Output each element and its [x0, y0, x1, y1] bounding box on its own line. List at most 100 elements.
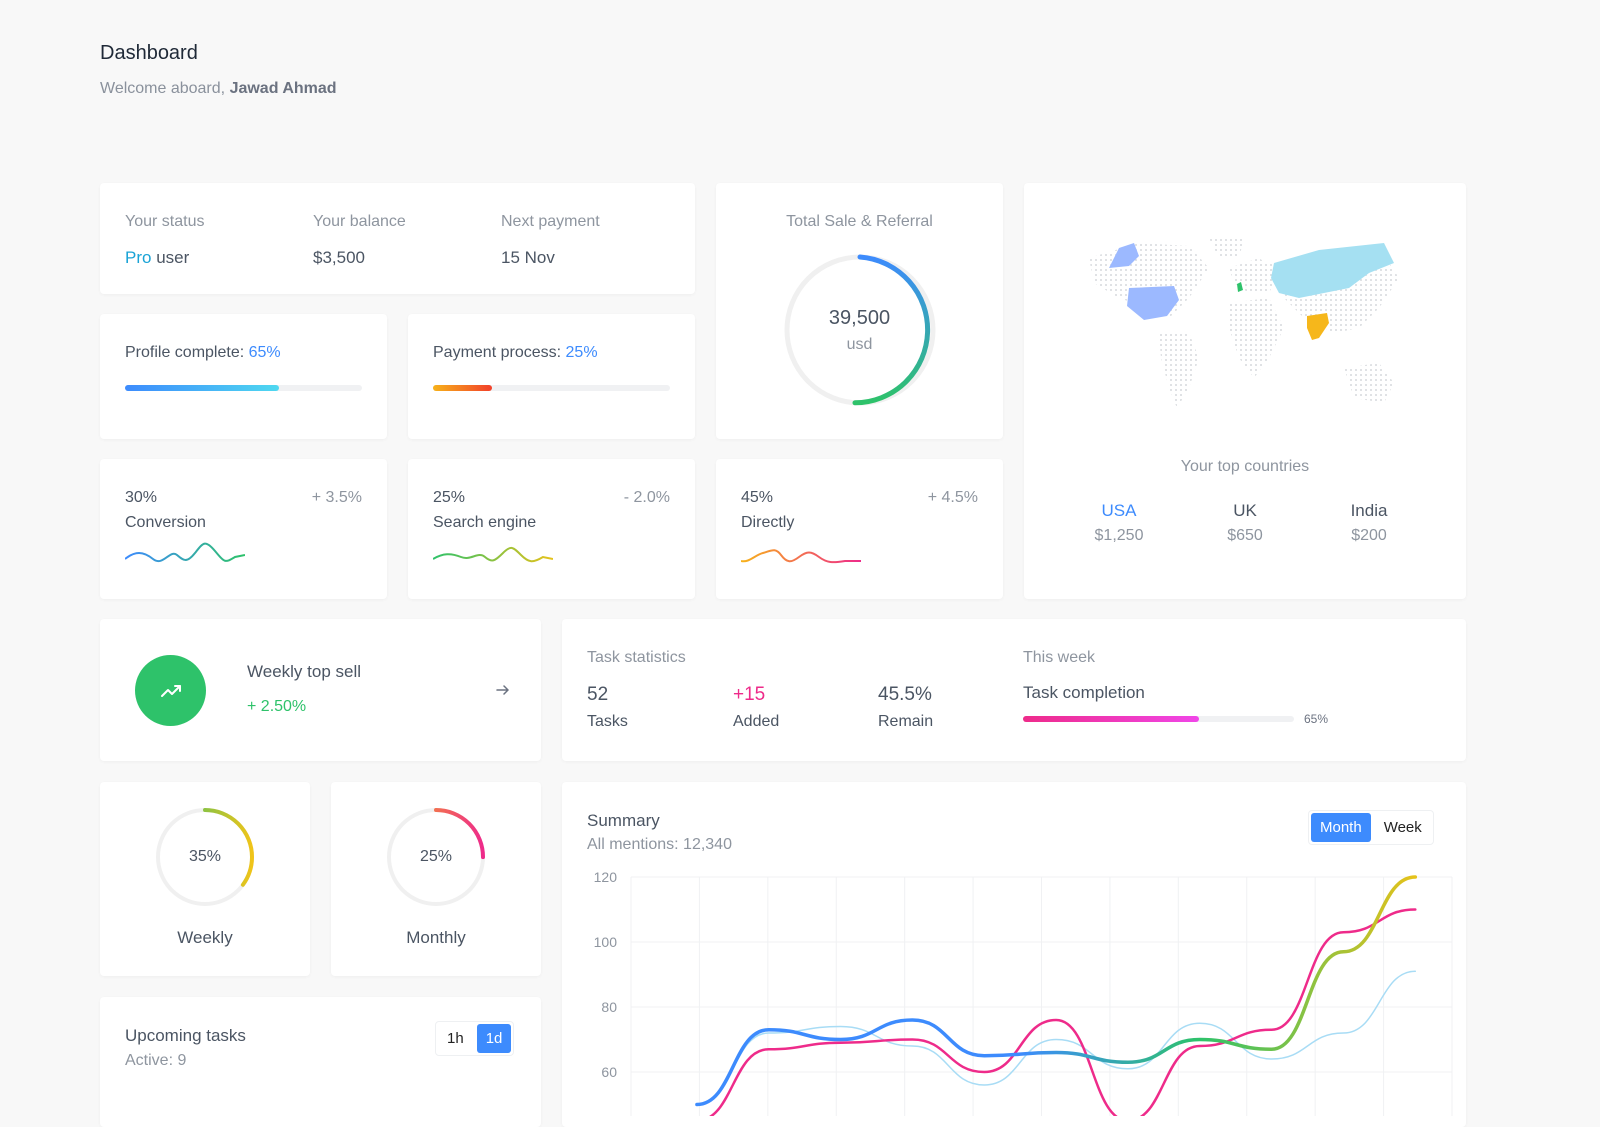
task-statistics-card: Task statistics 52 Tasks +15 Added 45.5%… [562, 619, 1466, 761]
balance-value: $3,500 [313, 248, 365, 267]
country-name: UK [1233, 501, 1257, 520]
weekly-top-change: + 2.50% [247, 698, 307, 715]
added-value: +15 [733, 684, 766, 705]
chart-y-tick-label: 100 [594, 934, 618, 950]
stat-name: Directly [741, 514, 795, 531]
total-sale-title: Total Sale & Referral [786, 213, 933, 230]
total-sale-value: 39,500 [828, 307, 891, 329]
trend-icon-circle [135, 655, 206, 726]
week-button[interactable]: Week [1383, 819, 1422, 836]
country-usa: USA $1,250 [1074, 501, 1164, 545]
payment-process-label: Payment process: [433, 344, 562, 361]
weekly-top-sell-card[interactable]: Weekly top sell + 2.50% [100, 619, 541, 761]
stat-name: Conversion [125, 514, 206, 531]
upcoming-title: Upcoming tasks [125, 1026, 246, 1045]
profile-label-row: Profile complete: 65% [125, 344, 281, 362]
task-completion-value: 65% [1304, 712, 1329, 726]
range-1d-button[interactable]: 1d [476, 1024, 512, 1053]
task-stats-title: Task statistics [587, 649, 686, 666]
country-value: $200 [1351, 527, 1387, 544]
profile-progress-fill [125, 385, 280, 391]
sparkline-search [433, 547, 553, 563]
ring-arc [156, 808, 254, 906]
monthly-ring-value: 25% [419, 848, 453, 865]
status-pro: Pro [125, 248, 152, 267]
status-label: Your status [125, 213, 205, 230]
profile-value: 65% [248, 344, 281, 361]
map-russia [1271, 243, 1394, 298]
monthly-ring [387, 808, 485, 906]
profile-progress [125, 385, 362, 391]
profile-label: Profile complete: [125, 344, 245, 361]
weekly-ring-label: Weekly [177, 928, 233, 947]
country-name: India [1350, 501, 1388, 520]
task-completion-label: Task completion [1023, 683, 1145, 702]
remain-label: Remain [878, 713, 934, 730]
payment-process-card: Payment process: 25% [408, 314, 695, 439]
summary-title: Summary [587, 811, 660, 830]
total-sale-card: Total Sale & Referral 39,500 usd [716, 183, 1003, 439]
payment-progress [433, 385, 670, 391]
world-map [1089, 238, 1399, 408]
status-value: Pro user [125, 248, 189, 268]
map-usa [1127, 286, 1179, 320]
country-value: $650 [1227, 527, 1263, 544]
month-button[interactable]: Month [1311, 813, 1371, 842]
stat-name: Search engine [433, 514, 537, 531]
summary-card: Summary All mentions: 12,340 Month Week … [562, 782, 1466, 1127]
payment-process-row: Payment process: 25% [433, 344, 598, 362]
payment-value: 15 Nov [501, 248, 555, 267]
tasks-value: 52 [587, 684, 609, 705]
upcoming-active: Active: 9 [125, 1052, 187, 1069]
map-india [1307, 313, 1329, 340]
weekly-ring [156, 808, 254, 906]
monthly-ring-card: 25% Monthly [331, 782, 541, 976]
chart-y-ticks: 120 100 80 60 [594, 869, 618, 1080]
sparkline-conversion [125, 542, 245, 562]
stat-percent: 30% [125, 489, 158, 506]
range-1h-button[interactable]: 1h [447, 1030, 464, 1047]
task-completion-progress [1023, 716, 1294, 722]
tasks-label: Tasks [587, 713, 628, 730]
countries-card: Your top countries USA $1,250 UK $650 In… [1024, 183, 1466, 599]
chart-y-tick-label: 60 [601, 1064, 617, 1080]
country-uk: UK $650 [1200, 501, 1290, 545]
weekly-ring-card: 35% Weekly [100, 782, 310, 976]
stat-percent: 25% [433, 489, 466, 506]
welcome-prefix: Welcome aboard, [100, 80, 226, 97]
sparkline-directly [741, 549, 861, 564]
country-value: $1,250 [1094, 527, 1144, 544]
total-sale-unit: usd [846, 336, 873, 353]
stat-change: - 2.0% [623, 489, 670, 506]
chart-lines [695, 875, 1418, 1116]
chart-grid [630, 876, 1453, 1116]
arrow-right-icon[interactable] [495, 682, 511, 698]
donut-arc [852, 254, 931, 406]
chart-series-line [695, 875, 1418, 1107]
upcoming-range-toggle: 1h 1d [435, 1021, 515, 1056]
stat-change: + 3.5% [311, 489, 362, 506]
remain-value: 45.5% [878, 684, 932, 705]
upcoming-tasks-card: Upcoming tasks Active: 9 1h 1d [100, 997, 541, 1127]
monthly-ring-label: Monthly [406, 928, 466, 947]
stat-card-directly: 45% + 4.5% Directly [716, 459, 1003, 599]
profile-card: Profile complete: 65% [100, 314, 387, 439]
chart-series-line [708, 908, 1417, 1116]
payment-process-value: 25% [565, 344, 598, 361]
trending-up-icon [161, 685, 181, 697]
chart-y-tick-label: 80 [601, 999, 617, 1015]
welcome-text: Welcome aboard, Jawad Ahmad [100, 80, 337, 98]
stat-card-search: 25% - 2.0% Search engine [408, 459, 695, 599]
payment-progress-fill [433, 385, 493, 391]
added-label: Added [733, 713, 780, 730]
balance-label: Your balance [313, 213, 406, 230]
chart-series-line [696, 970, 1417, 1106]
country-name: USA [1101, 501, 1137, 520]
summary-period-toggle: Month Week [1308, 810, 1434, 845]
countries-title: Your top countries [1180, 458, 1310, 475]
stat-percent: 45% [741, 489, 774, 506]
payment-label: Next payment [501, 213, 600, 230]
page-title: Dashboard [100, 42, 198, 64]
summary-mentions: All mentions: 12,340 [587, 836, 732, 853]
task-completion-fill [1023, 716, 1200, 722]
